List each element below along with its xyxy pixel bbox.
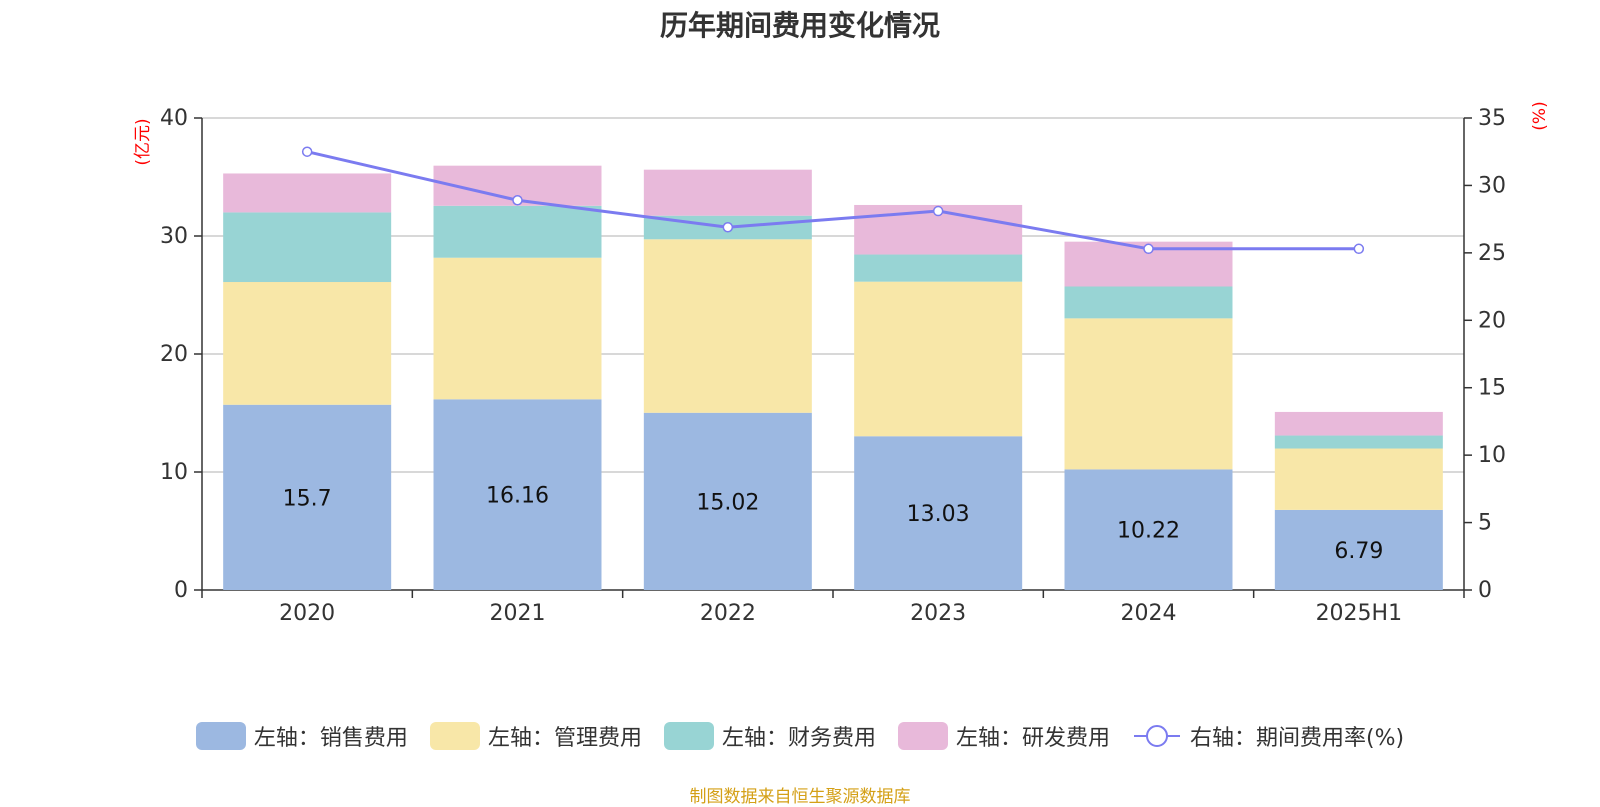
bar-segment — [1274, 411, 1443, 436]
legend: 左轴：销售费用 左轴：管理费用 左轴：财务费用 左轴：研发费用 右轴：期间费用率… — [0, 720, 1600, 752]
bar-segment — [1064, 318, 1233, 470]
rate-point — [512, 195, 523, 206]
right-axis-tick-label: 20 — [1478, 308, 1506, 333]
bar-segment — [643, 169, 812, 216]
right-axis-tick-label: 10 — [1478, 443, 1506, 468]
legend-item-sales[interactable]: 左轴：销售费用 — [195, 720, 408, 752]
bar-data-label: 16.16 — [486, 484, 549, 509]
bar-segment — [433, 399, 602, 590]
legend-label-finance: 左轴：财务费用 — [721, 726, 876, 751]
right-axis-tick-label: 0 — [1478, 578, 1492, 603]
bar-segment — [223, 282, 392, 405]
legend-label-rnd: 左轴：研发费用 — [955, 726, 1110, 751]
legend-swatch-sales — [195, 722, 246, 750]
bar-segment — [854, 281, 1023, 437]
legend-swatch-admin — [429, 722, 480, 750]
x-axis-tick-label: 2023 — [910, 601, 966, 626]
bar-segment — [1274, 509, 1443, 590]
bar-segment — [223, 173, 392, 213]
legend-label-admin: 左轴：管理费用 — [487, 726, 642, 751]
right-axis-tick-label: 35 — [1478, 106, 1506, 131]
right-axis-tick-label: 30 — [1478, 173, 1506, 198]
right-axis-tick-label: 5 — [1478, 511, 1492, 536]
rate-point — [1353, 243, 1365, 255]
rate-point — [932, 205, 944, 217]
right-axis-tick-label: 15 — [1478, 376, 1506, 401]
rate-point — [722, 221, 734, 233]
bar-segment — [1274, 435, 1443, 449]
legend-label-sales: 左轴：销售费用 — [253, 726, 408, 751]
legend-label-expense-rate: 右轴：期间费用率(%) — [1189, 726, 1405, 751]
bar-segment — [854, 436, 1023, 590]
left-axis-tick-label: 30 — [160, 224, 188, 249]
bar-data-label: 10.22 — [1117, 519, 1180, 544]
bar-segment — [433, 257, 602, 400]
bar-segment — [854, 254, 1023, 282]
x-axis-tick-label: 2025H1 — [1316, 601, 1403, 626]
legend-item-finance[interactable]: 左轴：财务费用 — [663, 720, 876, 752]
legend-item-admin[interactable]: 左轴：管理费用 — [429, 720, 642, 752]
left-axis-tick-label: 10 — [160, 460, 188, 485]
bar-segment — [223, 404, 392, 590]
left-axis-tick-label: 20 — [160, 342, 188, 367]
left-axis-tick-label: 0 — [174, 578, 188, 603]
legend-swatch-rnd — [897, 722, 948, 750]
rate-point — [1143, 243, 1154, 255]
right-axis-unit-label: (%) — [1530, 101, 1550, 130]
bar-data-label: 13.03 — [907, 502, 970, 527]
rate-line — [306, 150, 1359, 251]
bar-data-label: 6.79 — [1334, 539, 1383, 564]
chart-title: 历年期间费用变化情况 — [659, 9, 940, 42]
bar-data-label: 15.7 — [283, 486, 332, 511]
x-axis-tick-label: 2022 — [700, 601, 756, 626]
legend-item-rnd[interactable]: 左轴：研发费用 — [897, 720, 1110, 752]
legend-item-expense-rate[interactable]: 右轴：期间费用率(%) — [1132, 720, 1404, 752]
right-axis-tick-label: 25 — [1478, 241, 1506, 266]
x-axis-tick-label: 2024 — [1121, 601, 1177, 626]
rate-point — [301, 146, 313, 157]
legend-swatch-finance — [663, 722, 714, 750]
legend-line-marker-icon — [1133, 725, 1180, 747]
bar-segment — [433, 205, 602, 258]
bar-segment — [643, 412, 812, 590]
bar-segment — [1064, 469, 1233, 590]
x-axis-tick-label: 2021 — [490, 601, 546, 626]
bar-segment — [1274, 448, 1443, 510]
x-axis-tick-label: 2020 — [279, 601, 335, 626]
bar-segment — [223, 212, 392, 283]
bar-segment — [643, 239, 812, 413]
left-axis-tick-label: 40 — [160, 106, 188, 131]
left-axis-unit-label: (亿元) — [133, 118, 153, 165]
bar-segment — [1064, 286, 1233, 319]
bar-data-label: 15.02 — [696, 490, 759, 515]
source-note: 制图数据来自恒生聚源数据库 — [689, 787, 911, 807]
